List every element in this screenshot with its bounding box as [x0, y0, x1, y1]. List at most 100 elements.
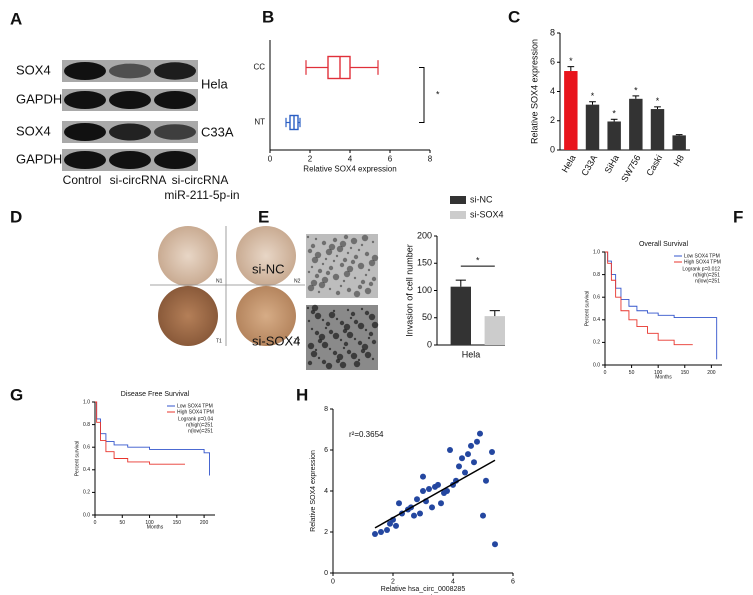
x-tick-label: 2 [391, 579, 395, 586]
cell-spot [350, 352, 358, 360]
cell-spot [328, 287, 332, 291]
legend-swatch [450, 211, 466, 219]
stats-label: Logrank p=0.04 [178, 416, 213, 422]
x-tick-label: H8 [672, 153, 686, 168]
cell-spot [310, 327, 314, 331]
cell-spot [321, 318, 325, 322]
blot-row-label: GAPDH [16, 151, 62, 166]
scatter-point [387, 520, 393, 527]
cell-spot [357, 248, 361, 252]
cell-spot [310, 243, 316, 249]
y-axis-label: Relative SOX4 expression [310, 450, 317, 532]
y-axis-label: Percent survival [74, 441, 80, 477]
stats-label: Logrank p=0.012 [682, 266, 720, 272]
bar [650, 109, 665, 150]
scatter-point [483, 477, 489, 484]
cell-spot [361, 234, 369, 242]
cell-spot [310, 265, 314, 269]
cell-spot [343, 341, 349, 347]
y-tick-label: 0 [324, 570, 328, 577]
invasion-label: si-NC [252, 261, 285, 276]
y-axis-label: Percent survival [584, 291, 590, 327]
stats-label: n(high)=251 [186, 422, 213, 428]
scatter-point [438, 500, 444, 507]
cell-spot [343, 234, 349, 240]
y-tick-label: 0.2 [83, 490, 90, 496]
y-tick-label: 6 [550, 57, 555, 67]
blot-band [109, 151, 151, 169]
cell-spot [339, 338, 343, 342]
blot-band [64, 91, 106, 109]
blot-band [109, 91, 151, 109]
x-tick-label: 4 [348, 155, 353, 164]
cell-spot [371, 321, 379, 329]
y-tick-label: 1.0 [83, 399, 90, 405]
significance-label: * [436, 89, 440, 99]
chart-title: Disease Free Survival [121, 391, 190, 398]
panel-label: D [10, 207, 22, 226]
category-label: NT [254, 118, 265, 127]
cell-spot [364, 328, 368, 332]
scatter-point [480, 512, 486, 519]
cell-spot [314, 348, 318, 352]
cell-spot [336, 245, 344, 253]
y-axis-label: Invasion of cell number [404, 244, 414, 337]
scatter-point [426, 485, 432, 492]
scatter-point [444, 488, 450, 494]
y-tick-label: 0.8 [593, 272, 600, 278]
x-tick-label: 8 [428, 155, 433, 164]
cell-spot [346, 251, 350, 255]
cell-spot [307, 360, 313, 366]
scatter-point [435, 481, 441, 488]
significance-label: * [569, 56, 573, 66]
cell-spot [332, 309, 336, 313]
x-tick-label: 6 [511, 579, 515, 586]
cell-spot [368, 313, 376, 321]
scatter-point [456, 463, 462, 470]
cell-spot [353, 254, 359, 260]
y-tick-label: 0.0 [83, 512, 90, 518]
x-tick-label: 100 [654, 370, 663, 376]
cell-spot [332, 237, 338, 243]
significance-label: * [634, 85, 638, 95]
stats-label: n(low)=251 [188, 428, 213, 434]
cell-spot [371, 254, 379, 262]
panel-label: F [733, 207, 743, 226]
cell-spot [318, 281, 326, 289]
scatter-point [420, 473, 426, 480]
cell-spot [311, 304, 319, 312]
scatter-point [447, 447, 453, 453]
significance-bracket [419, 67, 425, 123]
scatter-point [459, 455, 465, 462]
r-squared-label: r²=0.3654 [349, 430, 384, 439]
lane-label: Control [63, 173, 102, 187]
y-tick-label: 200 [417, 230, 432, 240]
legend-label: si-NC [470, 194, 493, 204]
cell-spot [324, 326, 328, 330]
x-axis-label: Months [655, 374, 672, 380]
cell-spot [325, 270, 331, 276]
cell-spot [321, 240, 327, 246]
y-tick-label: 4 [550, 86, 555, 96]
cell-spot [332, 259, 336, 263]
cell-spot [360, 307, 364, 311]
cell-spot [353, 276, 357, 280]
significance-label: * [656, 96, 660, 106]
scatter-point [465, 451, 471, 458]
panel-label: B [262, 7, 274, 26]
x-tick-label: 0 [331, 579, 335, 586]
cell-spot [339, 240, 347, 248]
cell-spot [364, 287, 372, 295]
cell-spot [346, 308, 350, 312]
cell-spot [317, 356, 321, 360]
blot-band [154, 62, 196, 80]
scatter-point [414, 496, 420, 503]
cell-spot [342, 346, 346, 350]
cell-spot [307, 319, 311, 323]
scatter-point [417, 510, 423, 517]
y-tick-label: 0.6 [593, 295, 600, 301]
y-tick-label: 100 [417, 285, 432, 295]
cell-spot [361, 343, 369, 351]
